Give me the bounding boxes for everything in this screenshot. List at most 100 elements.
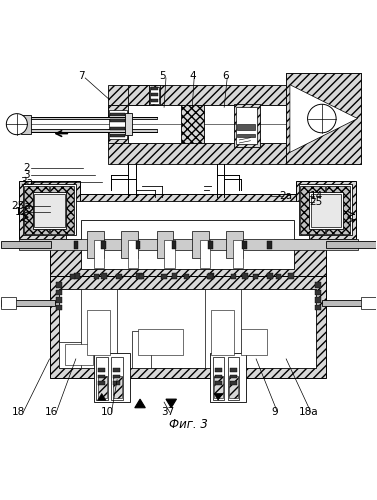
Bar [98, 382, 105, 385]
Text: 25: 25 [310, 198, 323, 207]
Bar [74, 240, 78, 249]
Bar [27, 129, 156, 132]
Bar [299, 184, 352, 235]
Text: 3а: 3а [20, 176, 33, 186]
Bar [238, 134, 255, 138]
Bar [129, 84, 149, 105]
Polygon shape [214, 394, 222, 400]
Bar [110, 112, 125, 116]
Text: 4: 4 [189, 70, 196, 81]
Bar [87, 231, 104, 258]
Bar [322, 300, 376, 306]
Bar [172, 273, 177, 278]
Bar [116, 274, 122, 279]
Bar [161, 274, 167, 279]
Bar [108, 106, 129, 143]
Bar [108, 84, 286, 105]
Bar [138, 329, 183, 355]
Bar [112, 357, 123, 400]
Bar [361, 296, 376, 308]
Bar [236, 106, 257, 144]
Bar [33, 192, 66, 230]
Bar [70, 274, 75, 279]
Bar [151, 87, 158, 90]
Bar [1, 242, 51, 248]
Text: 2а: 2а [279, 190, 292, 200]
Bar [234, 104, 260, 146]
Bar [110, 134, 125, 138]
Bar [149, 84, 160, 105]
Bar [136, 240, 140, 249]
Bar [132, 331, 151, 368]
Bar [94, 354, 130, 402]
Bar [94, 274, 99, 279]
Bar [316, 290, 321, 295]
Bar [1, 300, 55, 306]
Bar [49, 276, 326, 378]
Text: 12: 12 [15, 208, 28, 218]
Bar [125, 113, 132, 136]
Text: 16: 16 [45, 408, 58, 418]
Polygon shape [98, 394, 106, 400]
Bar [172, 240, 176, 249]
Bar [211, 310, 234, 355]
Bar [309, 192, 342, 230]
Bar [23, 184, 76, 235]
Bar [64, 344, 93, 364]
Bar [300, 186, 325, 234]
Bar [128, 240, 138, 268]
Bar [326, 186, 350, 234]
Bar [81, 220, 294, 269]
Bar [226, 231, 243, 258]
Bar [267, 240, 272, 249]
Text: 9: 9 [271, 408, 278, 418]
Bar [59, 290, 316, 368]
Bar [56, 282, 61, 288]
Bar [151, 93, 158, 96]
Bar [200, 240, 210, 268]
Text: Фиг. 3: Фиг. 3 [169, 418, 208, 431]
Polygon shape [286, 74, 361, 164]
Bar [288, 273, 294, 278]
Bar [151, 99, 158, 102]
Bar [101, 273, 107, 278]
Bar [253, 274, 258, 279]
Bar [59, 342, 97, 368]
Bar [230, 374, 237, 378]
Bar [230, 382, 237, 385]
Bar [242, 240, 247, 249]
Bar [113, 368, 120, 372]
Text: 18а: 18а [299, 408, 319, 418]
Bar [231, 274, 236, 279]
Bar [205, 290, 241, 368]
Bar [35, 194, 64, 228]
Polygon shape [166, 399, 176, 408]
Bar [139, 274, 144, 279]
Bar [101, 240, 106, 249]
Bar [27, 116, 156, 119]
Text: 10: 10 [101, 408, 114, 418]
Text: 14: 14 [310, 190, 323, 200]
Bar [66, 201, 309, 238]
Bar [110, 127, 125, 130]
Bar [98, 374, 105, 378]
Bar [49, 186, 74, 234]
Bar [228, 357, 239, 400]
Bar [241, 329, 267, 355]
Bar [25, 186, 49, 234]
Bar [276, 274, 281, 279]
Bar [229, 376, 238, 398]
Bar [113, 382, 120, 385]
Bar [207, 274, 213, 279]
Bar [74, 273, 80, 278]
Bar [233, 240, 243, 268]
Bar [20, 238, 357, 250]
Bar [311, 194, 341, 228]
Bar [56, 305, 61, 310]
Bar [150, 87, 159, 104]
Bar [215, 368, 222, 372]
Polygon shape [290, 84, 357, 152]
Bar [215, 374, 222, 378]
Bar [267, 273, 273, 278]
Polygon shape [135, 399, 145, 408]
